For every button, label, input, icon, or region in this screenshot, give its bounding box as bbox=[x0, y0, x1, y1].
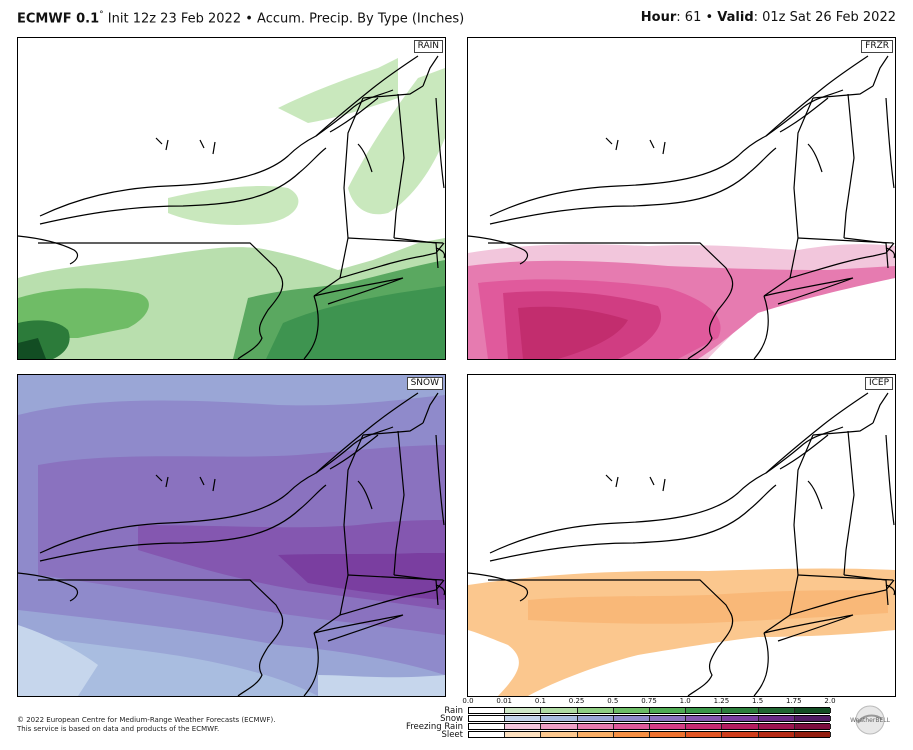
rain-map bbox=[18, 55, 445, 359]
weatherbell-logo-mark: WeatherBELL bbox=[850, 705, 891, 735]
legend-cell bbox=[541, 732, 578, 737]
legend-cell bbox=[686, 732, 723, 737]
legend-cell bbox=[650, 732, 687, 737]
legend-cell bbox=[794, 732, 831, 737]
legend-tick: 0.5 bbox=[607, 697, 619, 705]
legend-cell bbox=[758, 724, 795, 729]
legend-tick: 1.5 bbox=[752, 697, 764, 705]
legend-cell bbox=[758, 708, 795, 713]
svg-text:WeatherBELL: WeatherBELL bbox=[850, 717, 891, 724]
legend-cell bbox=[469, 708, 506, 713]
legend-tick: 1.0 bbox=[679, 697, 691, 705]
legend-label-rain: Rain bbox=[444, 706, 463, 716]
legend-cell bbox=[505, 724, 542, 729]
legend-tick: 0.75 bbox=[641, 697, 657, 705]
legend-cell bbox=[577, 724, 614, 729]
legend-cell bbox=[650, 716, 687, 721]
legend-cell bbox=[469, 732, 506, 737]
legend-cell bbox=[541, 716, 578, 721]
hour-label: Hour bbox=[640, 10, 677, 25]
legend-tick: 0.1 bbox=[534, 697, 546, 705]
hour-value: : 61 • bbox=[676, 10, 718, 25]
legend-tick: 0.01 bbox=[496, 697, 512, 705]
legend-cell bbox=[686, 708, 723, 713]
map-title: ECMWF 0.1° Init 12z 23 Feb 2022 • Accum.… bbox=[17, 10, 464, 26]
legend-cell bbox=[541, 724, 578, 729]
rain-panel: RAIN bbox=[17, 37, 446, 360]
legend-cell bbox=[794, 724, 831, 729]
legend-tick: 0.0 bbox=[462, 697, 474, 705]
legend-tick: 2.0 bbox=[824, 697, 836, 705]
frzr-label: FRZR bbox=[861, 40, 893, 53]
legend-cell bbox=[722, 708, 759, 713]
legend-tick: 1.75 bbox=[786, 697, 802, 705]
legend-cell bbox=[541, 708, 578, 713]
legend-cell bbox=[722, 724, 759, 729]
copyright-notice: © 2022 European Centre for Medium-Range … bbox=[17, 716, 275, 734]
degree-symbol: ° bbox=[99, 10, 104, 20]
snow-panel: SNOW bbox=[17, 374, 446, 697]
legend-cell bbox=[469, 724, 506, 729]
legend-cell bbox=[469, 716, 506, 721]
legend-cell bbox=[613, 724, 650, 729]
legend-bar-sleet bbox=[468, 731, 831, 738]
legend-cell bbox=[758, 716, 795, 721]
legend-cell bbox=[686, 724, 723, 729]
legend-cell bbox=[577, 716, 614, 721]
rain-label: RAIN bbox=[413, 40, 443, 53]
legend-cell bbox=[758, 732, 795, 737]
legend-cell bbox=[505, 708, 542, 713]
weatherbell-logo: WeatherBELL bbox=[842, 703, 898, 737]
legend-cell bbox=[577, 708, 614, 713]
valid-label: Valid bbox=[717, 10, 754, 25]
legend-cell bbox=[686, 716, 723, 721]
legend-cell bbox=[613, 732, 650, 737]
legend-cell bbox=[577, 732, 614, 737]
sleet-map bbox=[468, 392, 895, 696]
legend-label-freezing-rain: Freezing Rain bbox=[405, 722, 463, 732]
legend-tick: 0.25 bbox=[568, 697, 585, 705]
freezing-rain-map bbox=[468, 55, 895, 359]
valid-value: : 01z Sat 26 Feb 2022 bbox=[753, 10, 896, 25]
model-name: ECMWF 0.1 bbox=[17, 11, 100, 27]
legend-bar-rain bbox=[468, 707, 831, 714]
legend-cell bbox=[613, 716, 650, 721]
valid-time: Hour: 61 • Valid: 01z Sat 26 Feb 2022 bbox=[641, 10, 896, 25]
legend-cell bbox=[722, 732, 759, 737]
icep-label: ICEP bbox=[864, 377, 893, 390]
legend-cell bbox=[794, 716, 831, 721]
legend-bar-freezing-rain bbox=[468, 723, 831, 730]
copyright-line-2: This service is based on data and produc… bbox=[17, 725, 220, 733]
legend-tick: 1.25 bbox=[713, 697, 730, 705]
freezing-rain-panel: FRZR bbox=[467, 37, 896, 360]
legend-cell bbox=[505, 732, 542, 737]
init-text: Init 12z 23 Feb 2022 • Accum. Precip. By… bbox=[103, 11, 465, 27]
legend-cell bbox=[650, 708, 687, 713]
copyright-line-1: © 2022 European Centre for Medium-Range … bbox=[17, 716, 276, 724]
legend-label-sleet: Sleet bbox=[441, 730, 463, 740]
legend-label-snow: Snow bbox=[440, 714, 463, 724]
legend-cell bbox=[794, 708, 831, 713]
snow-label: SNOW bbox=[406, 377, 443, 390]
legend-cell bbox=[613, 708, 650, 713]
precip-type-legend: 0.0 0.01 0.1 0.25 0.5 0.75 1.0 1.25 1.5 1.75 2.0 R… bbox=[405, 697, 836, 747]
sleet-panel: ICEP bbox=[467, 374, 896, 697]
legend-bar-snow bbox=[468, 715, 831, 722]
legend-cell bbox=[505, 716, 542, 721]
legend-cell bbox=[650, 724, 687, 729]
snow-map bbox=[18, 375, 445, 696]
legend-cell bbox=[722, 716, 759, 721]
